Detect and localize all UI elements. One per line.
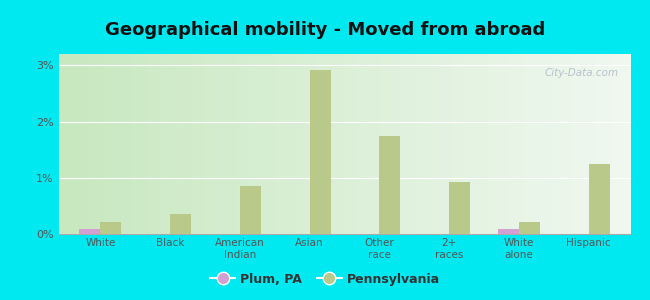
Legend: Plum, PA, Pennsylvania: Plum, PA, Pennsylvania	[205, 268, 445, 291]
Bar	[240, 186, 261, 234]
Text: City-Data.com: City-Data.com	[545, 68, 619, 78]
Bar	[79, 229, 100, 234]
Bar	[380, 136, 400, 234]
Text: Geographical mobility - Moved from abroad: Geographical mobility - Moved from abroa…	[105, 21, 545, 39]
Bar	[449, 182, 470, 234]
Bar	[100, 222, 122, 234]
Bar	[589, 164, 610, 234]
Bar	[170, 214, 191, 234]
Bar	[519, 222, 540, 234]
Bar	[309, 70, 331, 234]
Bar	[498, 229, 519, 234]
